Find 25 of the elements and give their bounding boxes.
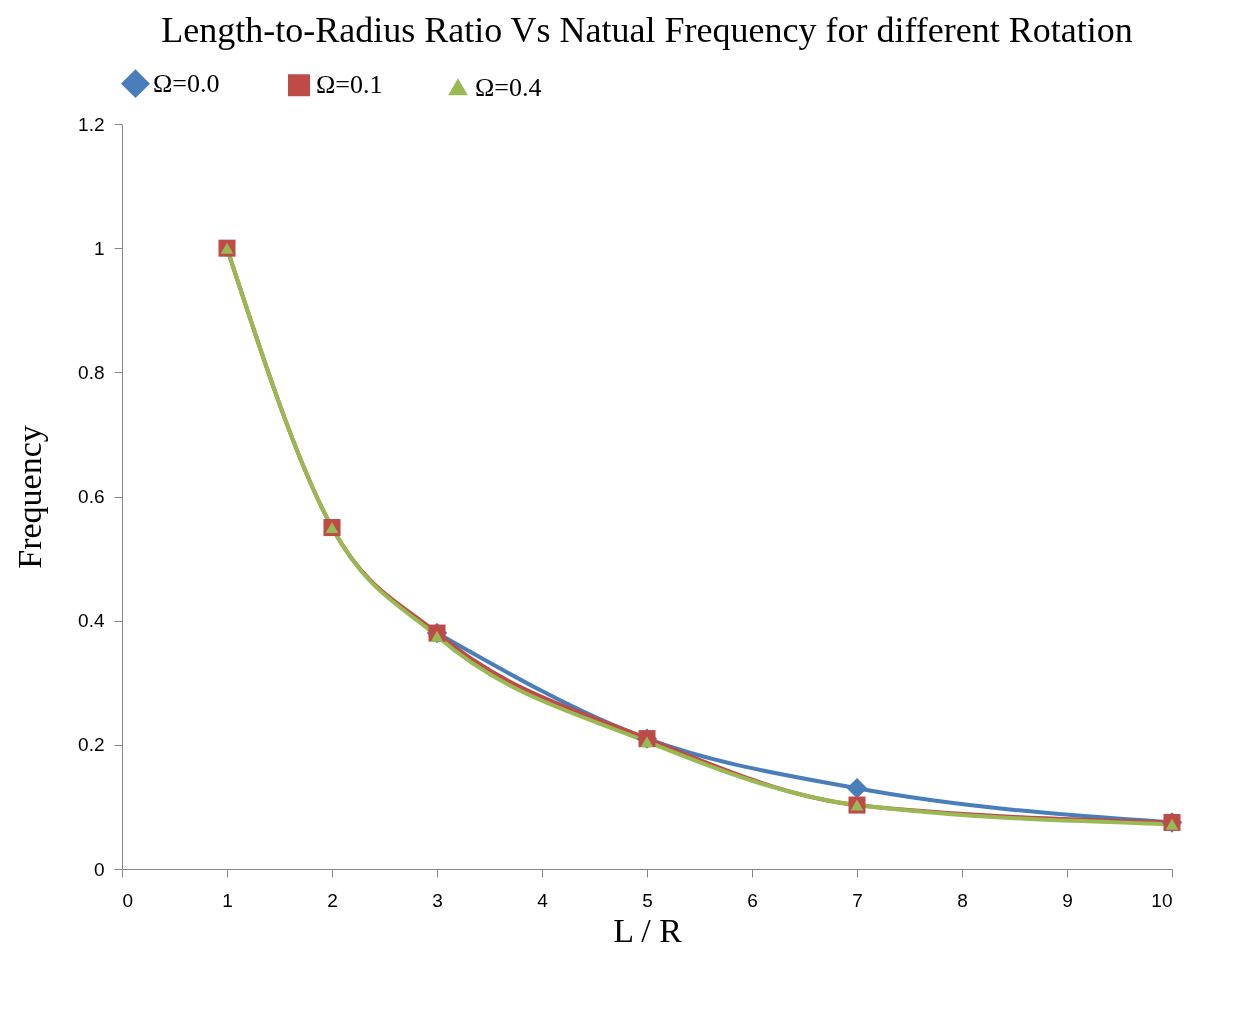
x-tick-label: 2: [327, 889, 338, 911]
x-tick-label: 6: [747, 889, 758, 911]
x-tick-label: 5: [642, 889, 653, 911]
x-axis-title: L / R: [613, 911, 683, 949]
y-tick-label: 0.4: [78, 610, 105, 632]
x-tick-label: 9: [1062, 889, 1073, 911]
chart-title: Length-to-Radius Ratio Vs Natual Frequency for different Rotation: [161, 10, 1133, 50]
y-axis-title: Frequency: [11, 425, 49, 569]
y-tick-label: 1.2: [78, 113, 105, 135]
x-tick-label: 8: [957, 889, 968, 911]
x-tick-label: 0: [122, 889, 134, 911]
x-tick-label: 4: [537, 889, 549, 911]
x-tick-label: 7: [852, 889, 863, 911]
legend-label: Ω=0.0: [153, 68, 220, 98]
y-tick-label: 0.6: [78, 486, 105, 507]
legend-label: Ω=0.1: [316, 70, 383, 100]
legend-label: Ω=0.4: [475, 72, 542, 102]
y-tick-label: 0.8: [78, 361, 105, 383]
y-tick-label: 0: [93, 858, 105, 880]
y-tick-label: 0.2: [78, 734, 105, 756]
x-tick-label: 1: [222, 889, 233, 911]
y-tick-label: 1: [93, 237, 105, 259]
x-tick-label: 10: [1151, 889, 1173, 911]
point: [846, 778, 868, 799]
x-tick-label: 3: [432, 889, 443, 911]
